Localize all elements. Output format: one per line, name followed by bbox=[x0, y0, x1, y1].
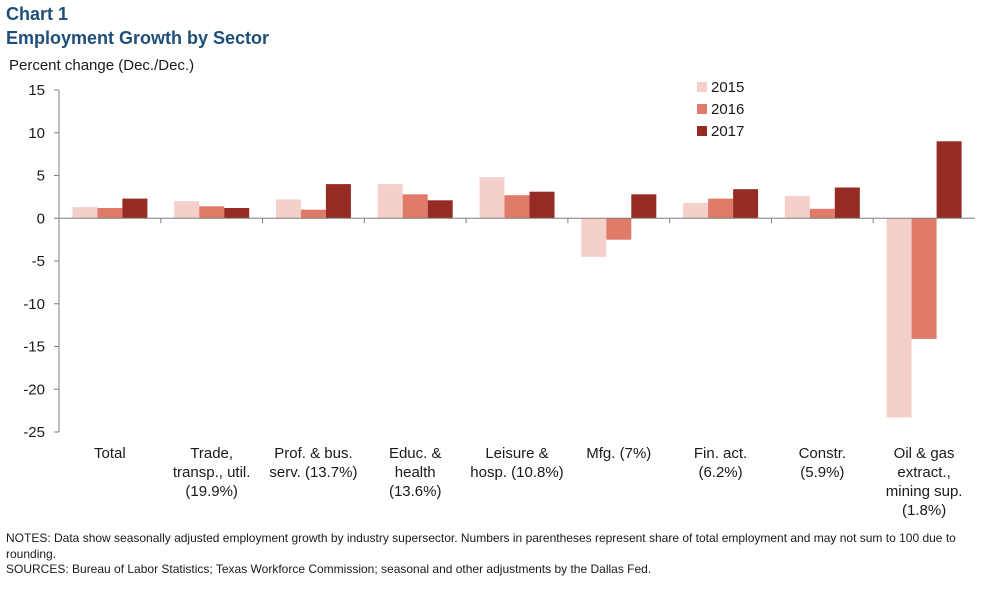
x-category-label: Constr. (5.9%) bbox=[799, 445, 847, 481]
bar-2016-7 bbox=[809, 208, 835, 219]
y-tick-label: -5 bbox=[32, 253, 45, 270]
bar-chart: 15 10 5 0 -5 -10 -15 -20 -25 Total Trade, transp., … bbox=[23, 79, 975, 519]
bar-2017-2 bbox=[325, 184, 351, 219]
bar-2015-6 bbox=[683, 202, 709, 219]
chart-title: Employment Growth by Sector bbox=[6, 28, 270, 48]
bar-2017-8 bbox=[936, 141, 962, 219]
bar-2016-2 bbox=[300, 209, 326, 219]
legend-swatch-2015 bbox=[697, 82, 707, 92]
bar-2017-3 bbox=[427, 200, 453, 219]
bar-2017-0 bbox=[122, 198, 148, 219]
chart-footnotes: NOTES: Data show seasonally adjusted emp… bbox=[6, 531, 994, 578]
bar-2017-4 bbox=[529, 191, 555, 219]
legend-label-2015: 2015 bbox=[711, 79, 744, 96]
y-tick-label: 0 bbox=[37, 210, 45, 227]
bar-2017-6 bbox=[733, 189, 759, 219]
y-tick-label: -10 bbox=[23, 296, 45, 313]
x-category-label: Fin. act. (6.2%) bbox=[694, 445, 747, 481]
notes-text: NOTES: Data show seasonally adjusted emp… bbox=[6, 531, 956, 561]
legend-swatch-2016 bbox=[697, 104, 707, 114]
x-category-label: Educ. & health (13.6%) bbox=[389, 445, 442, 500]
bar-2015-8 bbox=[886, 218, 912, 418]
bar-2015-7 bbox=[784, 196, 810, 219]
bar-2017-5 bbox=[631, 194, 657, 219]
sources-text: SOURCES: Bureau of Labor Statistics; Tex… bbox=[6, 562, 652, 577]
bar-2016-1 bbox=[199, 206, 225, 219]
x-category-label: Leisure & hosp. (10.8%) bbox=[470, 445, 563, 481]
y-tick-label: -25 bbox=[23, 424, 45, 441]
bar-2015-3 bbox=[377, 184, 403, 219]
bar-2016-6 bbox=[708, 198, 734, 219]
x-category-label: Trade, transp., util. (19.9%) bbox=[173, 445, 251, 500]
x-category-label: Mfg. (7%) bbox=[586, 445, 651, 462]
x-category-label: Prof. & bus. serv. (13.7%) bbox=[269, 445, 357, 481]
bar-2017-1 bbox=[224, 208, 250, 219]
bar-2016-3 bbox=[402, 194, 428, 219]
y-tick-label: -15 bbox=[23, 339, 45, 356]
x-category-label: Total bbox=[94, 445, 126, 462]
y-tick-label: 10 bbox=[28, 125, 45, 142]
bar-2015-5 bbox=[581, 218, 607, 257]
bar-2016-5 bbox=[606, 218, 632, 240]
bar-2016-8 bbox=[911, 218, 937, 339]
bar-2015-0 bbox=[72, 207, 98, 219]
legend-swatch-2017 bbox=[697, 126, 707, 136]
bar-2016-4 bbox=[504, 195, 530, 219]
bar-2017-7 bbox=[834, 187, 860, 219]
bar-2016-0 bbox=[97, 208, 123, 219]
y-tick-label: 15 bbox=[28, 82, 45, 99]
chart-number: Chart 1 bbox=[6, 4, 69, 24]
y-tick-label: 5 bbox=[37, 168, 45, 185]
legend-label-2017: 2017 bbox=[711, 123, 744, 140]
legend-label-2016: 2016 bbox=[711, 101, 744, 118]
bar-2015-1 bbox=[174, 201, 200, 219]
x-category-label: Oil & gas extract., mining sup. (1.8%) bbox=[886, 445, 963, 519]
y-axis-unit-label: Percent change (Dec./Dec.) bbox=[9, 57, 195, 74]
bar-2015-4 bbox=[479, 177, 505, 219]
bar-2015-2 bbox=[275, 199, 301, 219]
y-tick-label: -20 bbox=[23, 381, 45, 398]
